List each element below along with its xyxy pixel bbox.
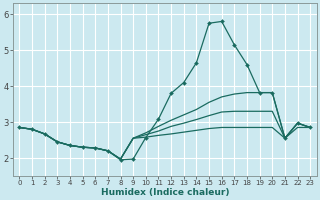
X-axis label: Humidex (Indice chaleur): Humidex (Indice chaleur): [100, 188, 229, 197]
